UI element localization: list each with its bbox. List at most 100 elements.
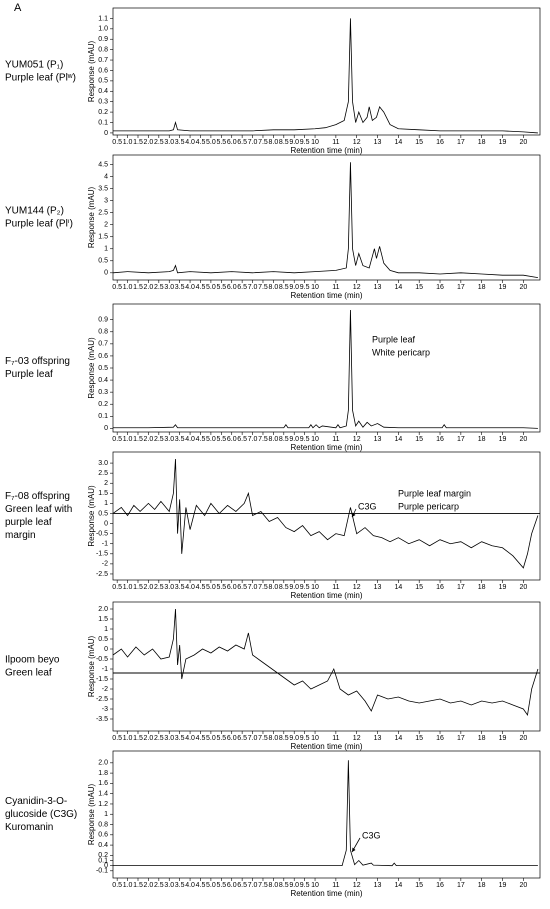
x-tick-label: 16 (436, 284, 444, 291)
y-tick-label: 0.5 (98, 510, 108, 517)
y-tick-label: 0.2 (98, 109, 108, 116)
y-tick-label: 0.4 (98, 88, 108, 95)
sample-label: YUM051 (P₁) (5, 60, 63, 71)
x-tick-label: 9.0 (289, 436, 299, 443)
x-tick-label: 16 (436, 735, 444, 742)
x-tick-label: 0.5 (112, 882, 122, 889)
y-tick-label: 1.5 (98, 490, 108, 497)
x-tick-label: 4.0 (185, 284, 195, 291)
x-tick-label: 6.0 (227, 284, 237, 291)
x-tick-label: 20 (519, 436, 527, 443)
y-tick-label: 0.4 (98, 377, 108, 384)
x-tick-label: 2.0 (144, 284, 154, 291)
x-axis-title: Retention time (min) (290, 291, 362, 300)
y-tick-label: 0.1 (98, 857, 108, 864)
x-tick-label: 4.5 (196, 139, 206, 146)
sample-label: glucoside (C3G) (5, 809, 77, 820)
y-tick-label: 0.8 (98, 821, 108, 828)
y-tick-label: 0.6 (98, 353, 108, 360)
y-tick-label: 0.9 (98, 36, 108, 43)
y-tick-label: -1 (102, 541, 108, 548)
x-tick-label: 4.5 (196, 584, 206, 591)
y-tick-label: 0.7 (98, 57, 108, 64)
x-tick-label: 7.0 (248, 139, 258, 146)
x-tick-label: 8.5 (279, 735, 289, 742)
x-tick-label: 2.5 (154, 284, 164, 291)
x-tick-label: 8.0 (269, 735, 279, 742)
x-tick-label: 3.0 (164, 436, 174, 443)
x-tick-label: 5.0 (206, 882, 216, 889)
x-tick-label: 19 (499, 284, 507, 291)
x-tick-label: 16 (436, 436, 444, 443)
y-axis-title: Response (mAU) (87, 40, 96, 102)
x-tick-label: 12 (353, 139, 361, 146)
sample-label: Green leaf with (5, 504, 72, 515)
x-tick-label: 5.0 (206, 284, 216, 291)
sample-label: margin (5, 530, 36, 541)
x-tick-label: 9.0 (289, 584, 299, 591)
x-tick-label: 2.0 (144, 735, 154, 742)
x-tick-label: 10 (311, 139, 319, 146)
x-tick-label: 6.0 (227, 584, 237, 591)
y-tick-label: 2.5 (98, 470, 108, 477)
x-tick-label: 8.0 (269, 882, 279, 889)
x-tick-label: 18 (478, 436, 486, 443)
x-tick-label: 8.0 (269, 284, 279, 291)
y-tick-label: 0.5 (98, 636, 108, 643)
y-tick-label: 0.5 (98, 258, 108, 265)
y-tick-label: 0.2 (98, 401, 108, 408)
x-tick-label: 14 (394, 882, 402, 889)
x-tick-label: 1.5 (133, 139, 143, 146)
x-tick-label: 1.5 (133, 735, 143, 742)
y-tick-label: 2.0 (98, 606, 108, 613)
x-tick-label: 8.5 (279, 436, 289, 443)
x-tick-label: 11 (332, 436, 339, 443)
x-tick-label: 17 (457, 882, 465, 889)
x-tick-label: 4.0 (185, 584, 195, 591)
x-tick-label: 4.5 (196, 284, 206, 291)
x-tick-label: 20 (519, 882, 527, 889)
x-tick-label: 16 (436, 882, 444, 889)
x-tick-label: 12 (353, 735, 361, 742)
x-tick-label: 8.5 (279, 139, 289, 146)
x-tick-label: 5.5 (216, 735, 226, 742)
x-tick-label: 4.5 (196, 882, 206, 889)
x-tick-label: 9.0 (289, 139, 299, 146)
y-tick-label: -1.5 (96, 551, 108, 558)
y-tick-label: 0 (104, 863, 108, 870)
y-tick-label: -0.5 (96, 656, 108, 663)
x-tick-label: 12 (353, 882, 361, 889)
x-tick-label: 15 (415, 284, 423, 291)
y-tick-label: 2.5 (98, 210, 108, 217)
y-axis-title: Response (mAU) (87, 485, 96, 547)
y-tick-label: 1.5 (98, 234, 108, 241)
x-axis-title: Retention time (min) (290, 591, 362, 600)
x-tick-label: 15 (415, 584, 423, 591)
sample-label: Green leaf (5, 668, 52, 679)
x-tick-label: 15 (415, 735, 423, 742)
annotation: C3G (362, 830, 381, 840)
y-tick-label: -1 (102, 666, 108, 673)
x-tick-label: 16 (436, 584, 444, 591)
x-tick-label: 7.0 (248, 436, 258, 443)
x-tick-label: 15 (415, 436, 423, 443)
x-tick-label: 3.0 (164, 735, 174, 742)
x-tick-label: 12 (353, 284, 361, 291)
y-tick-label: 4.5 (98, 161, 108, 168)
annotation: White pericarp (372, 347, 430, 357)
y-tick-label: 0.7 (98, 341, 108, 348)
x-tick-label: 15 (415, 139, 423, 146)
trace (113, 18, 538, 134)
x-tick-label: 7.0 (248, 284, 258, 291)
x-tick-label: 0.5 (112, 735, 122, 742)
x-tick-label: 14 (394, 584, 402, 591)
x-tick-label: 4.0 (185, 139, 195, 146)
x-tick-label: 11 (332, 584, 339, 591)
x-tick-label: 7.0 (248, 584, 258, 591)
x-tick-label: 10 (311, 436, 319, 443)
y-tick-label: 2 (104, 480, 108, 487)
x-tick-label: 17 (457, 436, 465, 443)
x-tick-label: 3.5 (175, 882, 185, 889)
y-tick-label: 2.0 (98, 760, 108, 767)
x-tick-label: 17 (457, 584, 465, 591)
